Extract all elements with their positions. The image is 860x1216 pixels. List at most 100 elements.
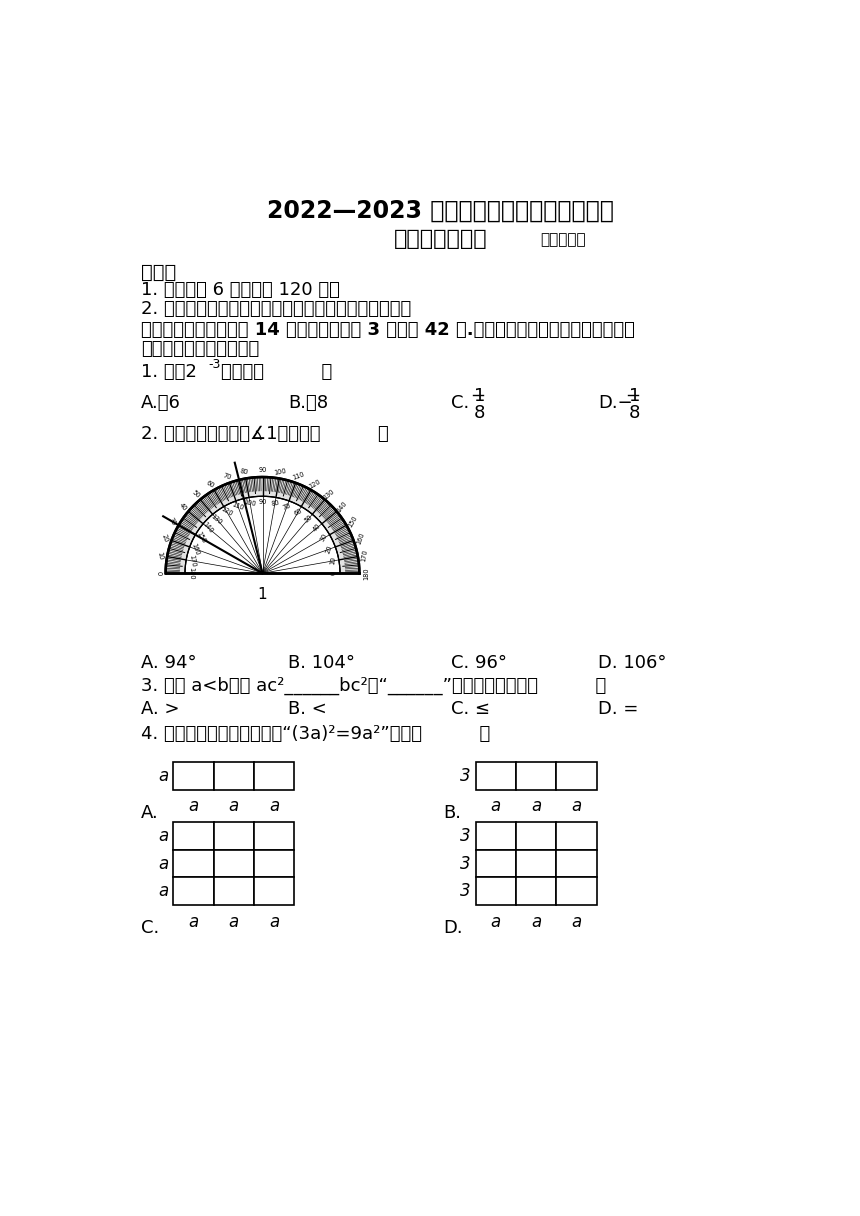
Text: D. 106°: D. 106° (598, 654, 666, 672)
Text: 0: 0 (156, 572, 162, 575)
Bar (516, 878, 556, 905)
Text: 170: 170 (188, 554, 196, 568)
Text: 说明：: 说明： (141, 263, 176, 282)
Bar (174, 762, 213, 789)
Text: 80: 80 (240, 468, 249, 475)
Text: a: a (158, 827, 169, 845)
Text: a: a (571, 913, 581, 930)
Bar (556, 850, 597, 878)
Text: 100: 100 (243, 500, 257, 507)
Text: a: a (158, 883, 169, 900)
Bar (213, 878, 254, 905)
Bar (213, 822, 254, 850)
Text: a: a (531, 913, 541, 930)
Text: B.－8: B.－8 (288, 394, 329, 412)
Wedge shape (166, 477, 359, 573)
Text: 130: 130 (322, 488, 336, 501)
Bar (254, 850, 294, 878)
Text: 50: 50 (303, 514, 314, 524)
Text: D.−: D.− (598, 394, 633, 412)
Text: 1: 1 (629, 387, 641, 405)
Text: 130: 130 (210, 513, 224, 525)
Text: B.: B. (443, 804, 461, 822)
Text: a: a (269, 798, 280, 816)
Text: 120: 120 (308, 478, 322, 490)
Text: a: a (269, 913, 280, 930)
Text: a: a (229, 798, 239, 816)
Text: a: a (188, 798, 199, 816)
Text: 90: 90 (258, 500, 267, 506)
Bar (476, 878, 516, 905)
Text: 60: 60 (293, 507, 304, 517)
Text: 100: 100 (273, 468, 287, 475)
Text: A. >: A. > (141, 700, 180, 719)
Text: 30: 30 (320, 533, 329, 544)
Bar (213, 850, 254, 878)
Text: 1: 1 (474, 387, 485, 405)
Text: -3: -3 (208, 359, 221, 371)
Text: 90: 90 (258, 467, 267, 473)
Bar (174, 822, 213, 850)
Text: a: a (229, 913, 239, 930)
Text: A.－6: A.－6 (141, 394, 181, 412)
Text: C. 96°: C. 96° (451, 654, 507, 672)
Text: A. 94°: A. 94° (141, 654, 196, 672)
Text: B. <: B. < (288, 700, 327, 719)
Text: 1. 计算2: 1. 计算2 (141, 364, 197, 381)
Text: B. 104°: B. 104° (288, 654, 355, 672)
Text: 10: 10 (329, 557, 336, 565)
Text: 50: 50 (191, 489, 201, 500)
Text: 2. 如图，请你观察，∡1最接近（          ）: 2. 如图，请你观察，∡1最接近（ ） (141, 424, 389, 443)
Text: （冀教版）: （冀教版） (540, 232, 586, 247)
Text: 8: 8 (474, 404, 485, 422)
Text: a: a (571, 798, 581, 816)
Bar (516, 850, 556, 878)
Text: 3: 3 (460, 767, 471, 784)
Text: 180: 180 (364, 567, 369, 580)
Text: a: a (531, 798, 541, 816)
Text: 3: 3 (460, 827, 471, 845)
Text: 40: 40 (312, 523, 322, 533)
Text: 150: 150 (347, 514, 359, 529)
Text: 20: 20 (161, 533, 169, 544)
Text: 2022—2023 学年第二学期文化课水平测试: 2022—2023 学年第二学期文化课水平测试 (267, 198, 614, 223)
Text: 140: 140 (201, 520, 214, 535)
Bar (254, 878, 294, 905)
Text: D.: D. (443, 919, 463, 938)
Text: 150: 150 (195, 531, 206, 545)
Text: 160: 160 (191, 542, 200, 556)
Text: 80: 80 (270, 500, 280, 507)
Text: 1: 1 (258, 587, 267, 602)
Bar (213, 762, 254, 789)
Text: C.: C. (451, 394, 469, 412)
Bar (174, 850, 213, 878)
Text: 60: 60 (206, 479, 216, 489)
Text: 10: 10 (157, 551, 164, 561)
Text: 170: 170 (360, 548, 369, 562)
Bar (476, 822, 516, 850)
Text: 110: 110 (231, 502, 245, 512)
Text: C.: C. (141, 919, 159, 938)
Text: 160: 160 (355, 531, 365, 545)
Text: a: a (158, 767, 169, 784)
Text: 3: 3 (460, 855, 471, 873)
Text: 的値是（          ）: 的値是（ ） (221, 364, 332, 381)
Text: 4. 下列各图中，能直观解释“(3a)²=9a²”的是（          ）: 4. 下列各图中，能直观解释“(3a)²=9a²”的是（ ） (141, 725, 490, 743)
Text: 一、选择题（本大题共 14 个小题，每小题 3 分，共 42 分.在每小题给出的四个选项中，只有: 一、选择题（本大题共 14 个小题，每小题 3 分，共 42 分.在每小题给出的… (141, 321, 635, 339)
Text: 1. 本试题共 6 页，满分 120 分。: 1. 本试题共 6 页，满分 120 分。 (141, 281, 340, 299)
Text: 一项是符合题目要求的）: 一项是符合题目要求的） (141, 340, 259, 358)
Text: 110: 110 (292, 472, 305, 482)
Text: 40: 40 (178, 502, 188, 512)
Text: 120: 120 (220, 506, 234, 518)
Text: A.: A. (141, 804, 158, 822)
Bar (556, 878, 597, 905)
Text: 140: 140 (335, 500, 348, 513)
Bar (174, 878, 213, 905)
Text: 70: 70 (222, 472, 232, 480)
Text: 2. 请将所有答案填写在答题卡上，答在本试卷上无效。: 2. 请将所有答案填写在答题卡上，答在本试卷上无效。 (141, 300, 411, 317)
Text: 3. 已知 a<b，则 ac²______bc²，“______”上应填的符号是（          ）: 3. 已知 a<b，则 ac²______bc²，“______”上应填的符号是… (141, 677, 606, 696)
Text: 0: 0 (331, 572, 337, 575)
Bar (556, 822, 597, 850)
Text: 70: 70 (282, 502, 292, 511)
Text: D. =: D. = (598, 700, 638, 719)
